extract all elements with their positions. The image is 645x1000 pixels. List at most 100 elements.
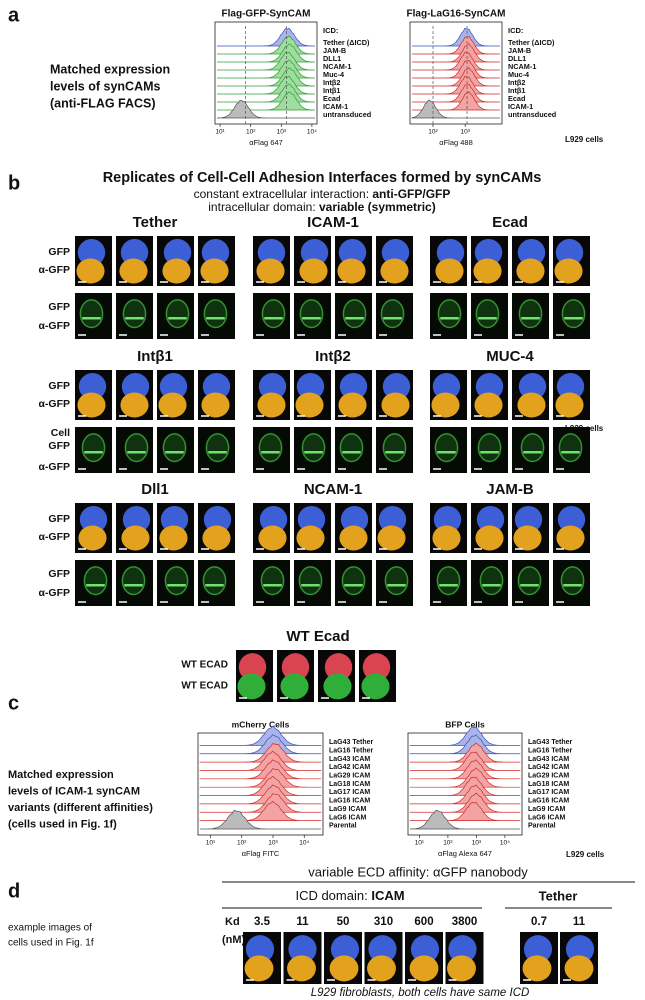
row-label: LaG42 ICAM [329,764,370,771]
text-part: constant extracellular interaction: [194,187,373,201]
x-tick-label: 10¹ [215,129,225,136]
cell-top [556,373,585,400]
cell-outline [561,299,586,329]
cell-outline [164,566,189,596]
histogram [409,751,521,771]
histogram [412,27,500,47]
row-label: NCAM-1 [508,62,536,71]
cell-bottom [473,258,502,284]
histogram [409,792,521,813]
x-tick-label: 10¹ [415,840,425,847]
plot-title: mCherry Cells [232,719,290,729]
cell-top [436,239,465,266]
histogram [199,768,322,788]
row-label: GFP [48,380,70,392]
cell-top [448,935,477,964]
group-title: NCAM-1 [304,481,362,498]
cell-outline [380,299,405,329]
cell-outline [298,566,323,596]
row-label: Intβ1 [508,86,525,95]
cell-top [300,239,329,266]
row-label: JAM-B [323,46,346,55]
cell-outline [477,433,502,463]
row-label: Intβ2 [508,78,525,87]
histogram [199,759,322,780]
cell-bottom [119,258,148,284]
row-label: Intβ1 [323,86,340,95]
cell-outline [205,433,230,463]
x-axis-label: αFlag FITC [242,849,280,858]
histogram [412,67,500,87]
cell-top [202,373,231,400]
row-label: LaG43 ICAM [329,756,370,763]
plot-title: Flag-GFP-SynCAM [222,9,311,20]
cell-bottom [258,525,287,551]
kd-value: 11 [573,916,586,928]
row-label: Tether (ΔICD) [323,38,370,47]
x-tick-label: 10⁴ [500,840,510,847]
cell-outline [162,433,187,463]
cell-outline [124,433,149,463]
cell-outline [479,566,504,596]
cell-top [555,239,584,266]
cell-top [362,653,391,682]
description: Matched expression [8,769,114,781]
text-part: ICD domain: [295,888,371,903]
cell-bottom [380,258,409,284]
cell-outline [122,299,147,329]
group-title: ICAM-1 [307,214,359,231]
kd-value: 3.5 [254,916,271,928]
cell-top [432,373,461,400]
histogram [199,784,322,805]
cell-top [523,935,553,964]
cell-bottom [517,392,546,418]
group-title: Intβ1 [137,348,173,365]
row-label: α-GFP [38,320,70,332]
group-title: Ecad [492,214,528,231]
row-label: α-GFP [38,264,70,276]
row-label: GFP [48,246,70,258]
text-bold-part: ICAM [371,888,404,903]
histogram [199,734,322,755]
histogram [412,35,500,55]
row-label: α-GFP [38,587,70,599]
cell-top [338,239,367,266]
cell-top [122,506,151,533]
cell-outline [558,433,583,463]
cell-bottom [338,392,367,418]
cell-bottom [323,673,352,700]
cell-bottom [244,955,274,982]
cell-bottom [367,955,396,982]
x-tick-label: 10⁴ [299,840,309,847]
cell-bottom [564,955,594,982]
cell-top [378,506,407,533]
cell-bottom [76,258,105,284]
cell-bottom [556,525,585,551]
cell-outline [299,299,324,329]
x-axis-label: αFlag 647 [249,138,283,147]
cell-bottom [361,673,390,700]
cell-bottom [435,258,464,284]
x-tick-label: 10² [428,129,438,136]
cell-bottom [77,392,106,418]
cell-top [410,935,440,964]
cell-top [259,506,288,533]
row-label: GFP [48,440,70,452]
group-title: MUC-4 [486,348,534,365]
cell-bottom [237,673,266,700]
cell-outline [79,299,104,329]
cell-bottom [121,525,150,551]
cell-outline [261,299,286,329]
description: variants (different affinities) [8,802,153,814]
histogram [199,750,322,771]
row-label: untransduced [508,110,556,119]
caption: L929 fibroblasts, both cells have same I… [311,987,530,999]
kd-value: 600 [414,916,433,928]
x-tick-label: 10² [237,840,247,847]
plot-title: BFP Cells [445,719,485,729]
row-label: untransduced [323,110,371,119]
cell-bottom [202,525,231,551]
row-label: α-GFP [38,531,70,543]
cell-top [245,935,275,964]
cell-bottom [280,673,309,700]
